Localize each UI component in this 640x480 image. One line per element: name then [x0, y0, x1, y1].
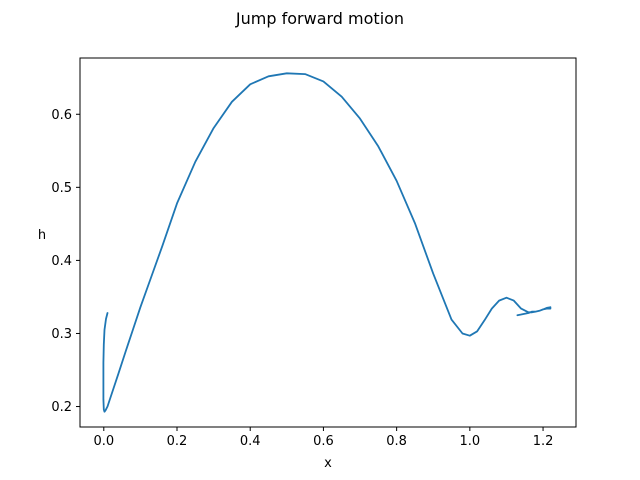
x-tick-label: 0.2	[167, 434, 188, 449]
y-axis-label: h	[38, 228, 46, 243]
x-tick-label: 0.4	[240, 434, 261, 449]
x-axis-label: x	[324, 456, 332, 471]
y-tick-label: 0.4	[51, 254, 72, 269]
x-tick-label: 0.0	[93, 434, 114, 449]
series-line-0	[102, 72, 552, 413]
plot-area	[102, 72, 552, 413]
axes-frame	[79, 57, 577, 428]
x-tick-label: 1.2	[533, 434, 554, 449]
y-tick-label: 0.3	[51, 327, 72, 342]
y-tick-label: 0.6	[51, 108, 72, 123]
y-tick-label: 0.5	[51, 181, 72, 196]
y-tick-label: 0.2	[51, 400, 72, 415]
chart-title: Jump forward motion	[235, 9, 404, 28]
x-tick-label: 0.8	[386, 434, 407, 449]
x-tick-label: 0.6	[313, 434, 334, 449]
x-tick-label: 1.0	[460, 434, 481, 449]
axes: 0.0 0.2 0.4 0.6 0.8 1.0 1.2 0.2 0.3 0.4 0.5 0.6	[51, 57, 577, 449]
